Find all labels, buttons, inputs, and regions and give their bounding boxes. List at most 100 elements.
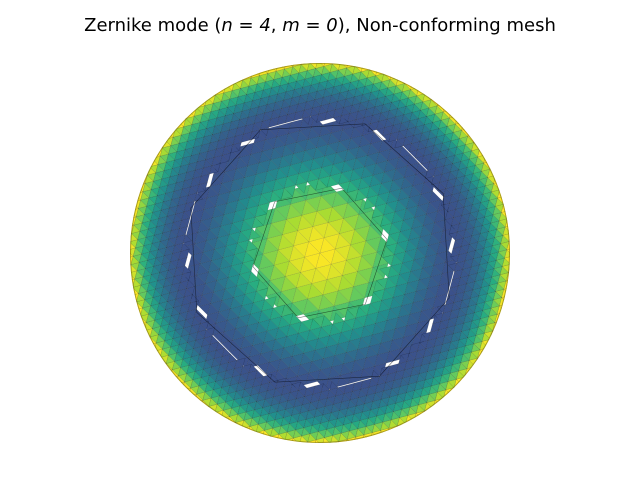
mesh-cell [254, 114, 263, 124]
mesh-cell [192, 90, 202, 100]
mesh-cell [404, 361, 414, 371]
mesh-cell [432, 406, 442, 416]
mesh-cell [275, 327, 288, 340]
mesh-cell [254, 89, 264, 99]
mesh-cell [179, 389, 189, 399]
mesh-cell [496, 336, 506, 346]
mesh-cell [352, 442, 362, 443]
mesh-cell [400, 336, 413, 349]
mesh-cell [130, 264, 132, 274]
mesh-cell [427, 331, 437, 341]
mesh-cell [235, 316, 248, 329]
mesh-cell [139, 344, 149, 354]
mesh-cell [459, 214, 469, 224]
mesh-cell [274, 411, 284, 421]
mesh-cell [453, 177, 463, 187]
mesh-cell [226, 422, 236, 432]
mesh-cell [240, 336, 253, 349]
mesh-cell [384, 118, 394, 128]
mesh-cell [404, 74, 414, 84]
mesh-cell [161, 371, 171, 381]
mesh-cell [211, 358, 221, 368]
mesh-cell [278, 114, 288, 124]
mesh-cell [215, 372, 225, 382]
mesh-cell [133, 216, 143, 226]
mesh-cell [343, 214, 360, 230]
mesh-cell [253, 432, 263, 442]
mesh-cell [160, 122, 170, 132]
mesh-cell [281, 386, 291, 395]
mesh-cell [287, 52, 295, 60]
mesh-cell [295, 103, 305, 113]
mesh-cell [167, 377, 177, 387]
mesh-cell [175, 381, 185, 391]
mesh-cell [117, 227, 125, 235]
mesh-cell [131, 309, 141, 319]
mesh-cell [472, 372, 482, 382]
mesh-cell [300, 268, 317, 284]
mesh-cell [495, 282, 505, 292]
mesh-cell [121, 242, 129, 250]
mesh-cell [431, 377, 441, 387]
mesh-cell [355, 428, 365, 438]
mesh-cell [392, 177, 405, 190]
mesh-cell [441, 397, 450, 407]
mesh-cell [301, 158, 314, 171]
mesh-cell [474, 364, 484, 373]
mesh-cell [173, 390, 183, 399]
mesh-cell [217, 364, 227, 374]
mesh-cell [193, 274, 206, 287]
mesh-cell [487, 338, 497, 348]
mesh-cell [224, 160, 237, 173]
mesh-cell [412, 390, 422, 399]
mesh-cell [251, 216, 264, 229]
mesh-cell [312, 99, 322, 109]
mesh-cell [254, 376, 264, 386]
mesh-cell [463, 314, 473, 324]
mesh-cell [130, 177, 140, 186]
mesh-cell [232, 428, 242, 438]
mesh-cell [504, 255, 510, 265]
mesh-cell [152, 203, 162, 213]
mesh-cell [418, 78, 428, 88]
mesh-cell [272, 187, 285, 200]
mesh-cell [219, 387, 229, 397]
mesh-cell [457, 223, 467, 233]
mesh-cell [225, 362, 235, 372]
mesh-cell [305, 448, 313, 456]
mesh-cell [513, 254, 521, 262]
mesh-cell [232, 368, 242, 378]
mesh-cell [238, 63, 248, 73]
zernike-mesh-plot [117, 52, 521, 456]
mesh-cell [500, 326, 510, 336]
mesh-cell [297, 95, 307, 105]
mesh-cell [394, 208, 407, 221]
mesh-cell [236, 65, 246, 75]
mesh-cell [209, 80, 219, 90]
mesh-cell [278, 164, 291, 177]
mesh-cell [406, 313, 419, 326]
mesh-cell [375, 311, 388, 324]
mesh-cell [225, 75, 235, 85]
mesh-cell [318, 111, 328, 121]
mesh-cell [259, 438, 269, 443]
mesh-cell [225, 113, 234, 123]
mesh-cell [462, 376, 472, 386]
mesh-cell [322, 444, 330, 452]
mesh-cell [273, 77, 283, 86]
mesh-cell [341, 107, 351, 116]
mesh-cell [258, 264, 275, 281]
mesh-cell [421, 356, 431, 366]
mesh-cell [305, 441, 315, 443]
mesh-cell [415, 149, 425, 159]
mesh-cell [283, 446, 291, 454]
mesh-cell [157, 363, 167, 373]
mesh-cell [179, 226, 189, 235]
mesh-cell [374, 415, 384, 425]
mesh-cell [368, 378, 378, 388]
mesh-cell [451, 302, 461, 312]
mesh-cell [228, 353, 238, 363]
mesh-cell [190, 99, 199, 109]
mesh-cell [178, 257, 188, 267]
disk-boundary [130, 63, 510, 443]
